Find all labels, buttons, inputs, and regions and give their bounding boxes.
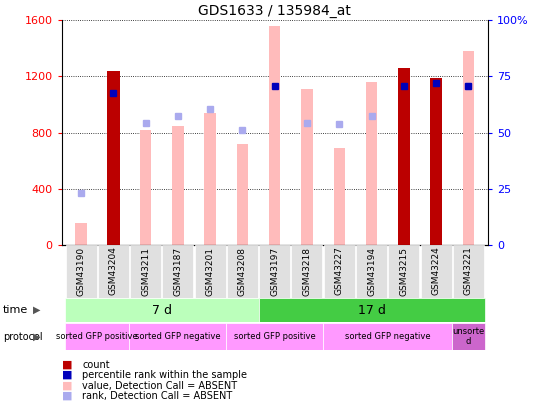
Text: GSM43204: GSM43204 [109, 247, 118, 296]
Text: GSM43221: GSM43221 [464, 247, 473, 296]
Bar [269, 26, 280, 245]
Text: ■: ■ [62, 370, 72, 380]
Text: GSM43215: GSM43215 [399, 247, 408, 296]
Text: GSM43211: GSM43211 [141, 247, 150, 296]
Title: GDS1633 / 135984_at: GDS1633 / 135984_at [198, 4, 351, 18]
Text: GSM43187: GSM43187 [173, 247, 182, 296]
Text: protocol: protocol [3, 332, 42, 341]
Bar [140, 130, 151, 245]
Text: GSM43227: GSM43227 [335, 247, 344, 296]
Text: GSM43197: GSM43197 [270, 247, 279, 296]
Text: GSM43221: GSM43221 [464, 247, 473, 296]
FancyBboxPatch shape [130, 245, 161, 298]
FancyBboxPatch shape [226, 323, 323, 350]
Bar [333, 148, 345, 245]
Text: GSM43227: GSM43227 [335, 247, 344, 296]
Text: GSM43218: GSM43218 [302, 247, 311, 296]
Text: ▶: ▶ [33, 305, 41, 315]
Bar [172, 126, 183, 245]
Text: ■: ■ [62, 360, 72, 369]
Bar [366, 82, 377, 245]
Text: 17 d: 17 d [358, 304, 385, 317]
Bar [76, 223, 87, 245]
Text: GSM43194: GSM43194 [367, 247, 376, 296]
Text: GSM43201: GSM43201 [206, 247, 214, 296]
FancyBboxPatch shape [65, 245, 96, 298]
Bar [107, 71, 120, 245]
Text: GSM43218: GSM43218 [302, 247, 311, 296]
Text: ▶: ▶ [33, 332, 41, 341]
Text: percentile rank within the sample: percentile rank within the sample [82, 370, 247, 380]
Text: rank, Detection Call = ABSENT: rank, Detection Call = ABSENT [82, 391, 232, 401]
Text: GSM43208: GSM43208 [238, 247, 247, 296]
FancyBboxPatch shape [129, 323, 226, 350]
Text: GSM43224: GSM43224 [431, 247, 441, 295]
FancyBboxPatch shape [388, 245, 419, 298]
Text: unsorte
d: unsorte d [452, 327, 485, 346]
Text: count: count [82, 360, 110, 369]
Text: value, Detection Call = ABSENT: value, Detection Call = ABSENT [82, 381, 237, 390]
FancyBboxPatch shape [195, 245, 226, 298]
FancyBboxPatch shape [453, 245, 484, 298]
FancyBboxPatch shape [65, 323, 129, 350]
Text: GSM43197: GSM43197 [270, 247, 279, 296]
FancyBboxPatch shape [356, 245, 387, 298]
FancyBboxPatch shape [98, 245, 129, 298]
Text: GSM43194: GSM43194 [367, 247, 376, 296]
Text: 7 d: 7 d [152, 304, 172, 317]
Text: GSM43190: GSM43190 [77, 247, 86, 296]
Text: GSM43215: GSM43215 [399, 247, 408, 296]
Text: ■: ■ [62, 381, 72, 390]
Bar [301, 89, 312, 245]
Text: GSM43211: GSM43211 [141, 247, 150, 296]
FancyBboxPatch shape [259, 245, 290, 298]
Text: GSM43201: GSM43201 [206, 247, 214, 296]
Bar [463, 51, 474, 245]
FancyBboxPatch shape [324, 245, 355, 298]
FancyBboxPatch shape [162, 245, 193, 298]
Bar [398, 68, 410, 245]
Text: GSM43224: GSM43224 [431, 247, 441, 296]
FancyBboxPatch shape [227, 245, 258, 298]
Text: GSM43187: GSM43187 [173, 247, 182, 296]
FancyBboxPatch shape [292, 245, 323, 298]
FancyBboxPatch shape [452, 323, 485, 350]
Text: time: time [3, 305, 28, 315]
Text: GSM43204: GSM43204 [109, 247, 118, 296]
FancyBboxPatch shape [323, 323, 452, 350]
Text: sorted GFP positive: sorted GFP positive [56, 332, 138, 341]
Text: GSM43208: GSM43208 [238, 247, 247, 296]
Bar [237, 144, 248, 245]
Text: GSM43190: GSM43190 [77, 247, 86, 296]
Text: sorted GFP negative: sorted GFP negative [135, 332, 221, 341]
Text: ■: ■ [62, 391, 72, 401]
FancyBboxPatch shape [65, 298, 258, 322]
Text: sorted GFP negative: sorted GFP negative [345, 332, 430, 341]
FancyBboxPatch shape [258, 298, 485, 322]
Bar [205, 113, 216, 245]
Text: sorted GFP positive: sorted GFP positive [234, 332, 316, 341]
FancyBboxPatch shape [421, 245, 452, 298]
Bar [430, 78, 442, 245]
